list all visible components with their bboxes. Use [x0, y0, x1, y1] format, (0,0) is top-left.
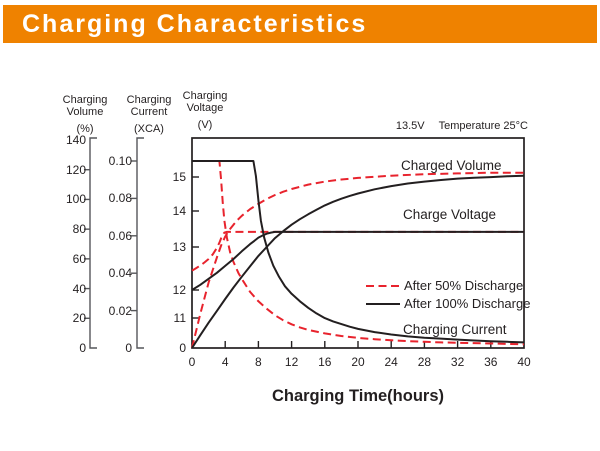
tick-label-x: 20: [351, 355, 365, 369]
tick-label-current: 0.04: [108, 266, 132, 281]
y-axis-line-volume: [89, 137, 97, 349]
tick-label-x: 24: [384, 355, 398, 369]
label-charging-current: Charging Current: [403, 322, 507, 337]
legend-item-100-discharge: After 100% Discharge: [366, 295, 530, 313]
test-condition: 13.5V Temperature 25°C: [396, 120, 528, 133]
tick-label-volume: 100: [65, 192, 86, 207]
condition-voltage: 13.5V: [395, 120, 425, 132]
condition-temperature: Temperature 25°C: [438, 120, 528, 132]
legend: After 50% Discharge After 100% Discharge: [366, 277, 530, 313]
tick-label-volume: 120: [65, 162, 86, 177]
axis-unit-volume: (%): [76, 123, 94, 135]
tick-label-volume: 80: [72, 222, 86, 237]
tick-label-voltage: 13: [172, 240, 186, 254]
axis-unit-current: (XCA): [134, 123, 164, 135]
tick-label-voltage: 11: [173, 311, 186, 325]
legend-line-1: [366, 303, 400, 305]
series-charged-volume-50: [191, 171, 524, 349]
tick-label-voltage: 15: [172, 170, 186, 184]
label-charge-voltage: Charge Voltage: [403, 207, 497, 222]
axis-title-line: Charging: [182, 90, 228, 102]
axis-title-line: Charging: [126, 94, 172, 106]
tick-label-volume: 40: [72, 281, 86, 296]
axis-title-line: Voltage: [186, 102, 224, 114]
series-charging-current-100: [192, 160, 525, 344]
tick-label-x: 0: [188, 355, 196, 369]
tick-label-x: 8: [255, 355, 262, 369]
tick-label-volume: 20: [72, 311, 86, 326]
tick-label-voltage: 0: [179, 341, 186, 355]
axis-title-charging-current: Charging Current (XCA): [114, 94, 184, 135]
axis-unit-voltage: (V): [197, 119, 213, 131]
tick-label-volume: 60: [72, 251, 86, 266]
tick-label-current: 0: [125, 341, 132, 355]
tick-label-x: 36: [484, 355, 498, 369]
legend-label: After 50% Discharge: [404, 278, 524, 293]
tick-label-current: 0.06: [108, 228, 132, 243]
tick-label-x: 16: [318, 355, 332, 369]
header-bar: Charging Characteristics: [3, 5, 597, 43]
legend-item-50-discharge: After 50% Discharge: [366, 277, 530, 295]
tick-label-voltage: 12: [172, 283, 186, 297]
tick-label-voltage: 14: [172, 204, 186, 218]
tick-label-x: 32: [450, 355, 465, 369]
x-axis-title: Charging Time(hours): [271, 387, 445, 405]
series-charged-volume-100: [191, 174, 525, 349]
tick-label-x: 12: [284, 355, 299, 369]
tick-label-volume: 140: [65, 133, 86, 147]
series-charging-current-50: [192, 160, 525, 346]
tick-label-volume: 0: [79, 341, 86, 355]
axis-title-line: Charging: [62, 94, 108, 106]
tick-label-x: 40: [517, 355, 531, 369]
axis-title-line: Volume: [66, 106, 104, 118]
tick-label-current: 0.02: [108, 303, 132, 318]
tick-label-current: 0.08: [108, 191, 132, 206]
tick-label-x: 28: [417, 355, 432, 369]
legend-line-0: [366, 285, 400, 287]
axis-title-charging-voltage: Charging Voltage (V): [170, 90, 240, 131]
axis-title-charging-volume: Charging Volume (%): [50, 94, 120, 135]
tick-label-current: 0.10: [108, 154, 132, 168]
series-charge-voltage-100: [191, 230, 524, 291]
y-axis-line-current: [136, 137, 144, 349]
tick-label-x: 4: [221, 355, 229, 369]
label-charged-volume: Charged Volume: [401, 158, 502, 173]
legend-label: After 100% Discharge: [404, 296, 531, 311]
page-title: Charging Characteristics: [22, 10, 368, 38]
axis-title-line: Current: [130, 106, 168, 118]
